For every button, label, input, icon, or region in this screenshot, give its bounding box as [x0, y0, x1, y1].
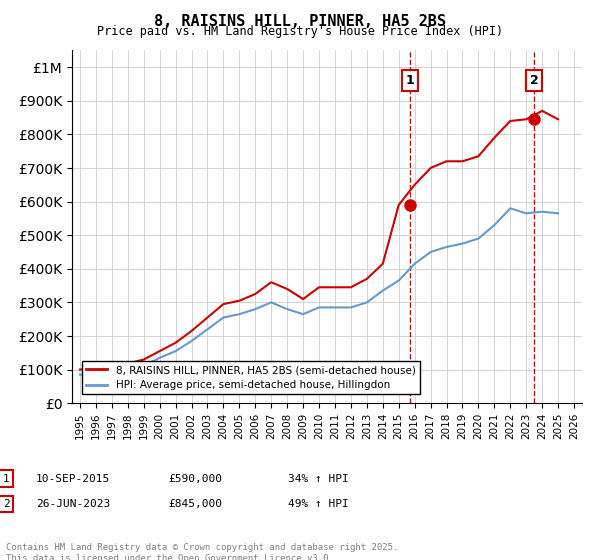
Text: 1: 1	[2, 474, 10, 484]
Legend: 8, RAISINS HILL, PINNER, HA5 2BS (semi-detached house), HPI: Average price, semi: 8, RAISINS HILL, PINNER, HA5 2BS (semi-d…	[82, 361, 419, 394]
Text: £590,000: £590,000	[168, 474, 222, 484]
Text: 2: 2	[530, 74, 539, 87]
Text: £845,000: £845,000	[168, 499, 222, 509]
Text: 49% ↑ HPI: 49% ↑ HPI	[288, 499, 349, 509]
Text: 34% ↑ HPI: 34% ↑ HPI	[288, 474, 349, 484]
Text: 1: 1	[406, 74, 414, 87]
Text: 8, RAISINS HILL, PINNER, HA5 2BS: 8, RAISINS HILL, PINNER, HA5 2BS	[154, 14, 446, 29]
Text: 2: 2	[2, 499, 10, 509]
Text: 26-JUN-2023: 26-JUN-2023	[36, 499, 110, 509]
Text: 10-SEP-2015: 10-SEP-2015	[36, 474, 110, 484]
Text: Price paid vs. HM Land Registry's House Price Index (HPI): Price paid vs. HM Land Registry's House …	[97, 25, 503, 38]
Text: Contains HM Land Registry data © Crown copyright and database right 2025.
This d: Contains HM Land Registry data © Crown c…	[6, 543, 398, 560]
